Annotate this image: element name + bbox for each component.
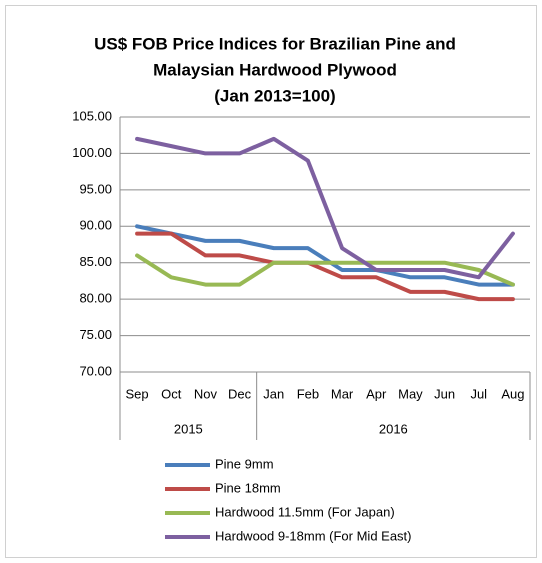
y-tick-label: 70.00 [79,363,112,378]
legend-label: Hardwood 9-18mm (For Mid East) [215,528,412,543]
chart-title: Malaysian Hardwood Plywood [153,60,397,79]
x-tick-label: Mar [331,386,354,401]
y-tick-label: 105.00 [72,108,112,123]
x-tick-label: Oct [161,386,182,401]
x-tick-label: Aug [501,386,524,401]
x-tick-label: Nov [194,386,218,401]
y-tick-label: 80.00 [79,291,112,306]
x-tick-label: Apr [366,386,387,401]
y-tick-label: 75.00 [79,327,112,342]
y-tick-label: 100.00 [72,145,112,160]
x-tick-label: Jul [470,386,487,401]
y-tick-label: 95.00 [79,181,112,196]
chart-title: (Jan 2013=100) [214,86,335,105]
y-tick-label: 90.00 [79,218,112,233]
chart-frame [5,5,537,558]
x-tick-label: Feb [297,386,319,401]
y-tick-label: 85.00 [79,254,112,269]
legend-label: Hardwood 11.5mm (For Japan) [215,504,395,519]
x-tick-label: Sep [126,386,149,401]
x-group-label: 2015 [174,421,203,436]
x-tick-label: Dec [228,386,252,401]
line-series [135,231,515,302]
legend-label: Pine 9mm [215,456,274,471]
x-group-label: 2016 [379,421,408,436]
x-tick-label: Jun [434,386,455,401]
x-tick-label: Jan [263,386,284,401]
line-series [135,224,515,287]
line-series [135,253,515,287]
chart-title: US$ FOB Price Indices for Brazilian Pine… [94,34,456,53]
x-tick-label: May [398,386,423,401]
legend-label: Pine 18mm [215,480,281,495]
line-series [135,136,515,280]
